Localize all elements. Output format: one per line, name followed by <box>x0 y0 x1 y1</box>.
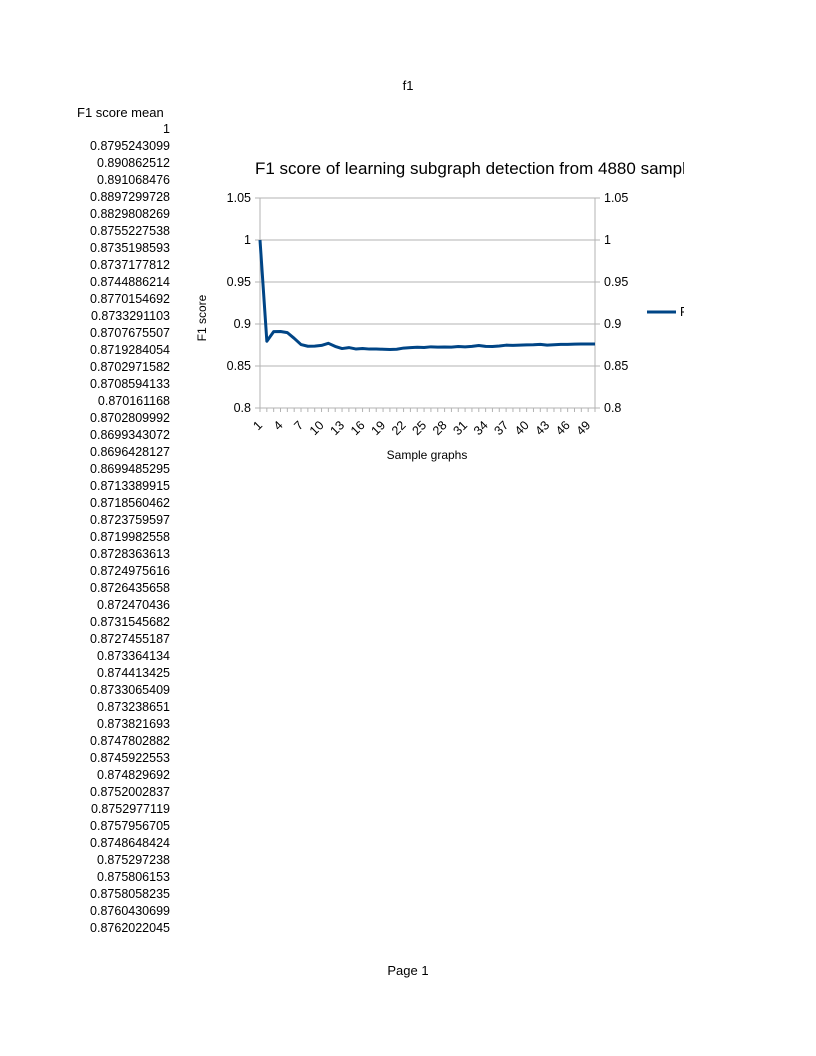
value-cell: 0.890862512 <box>97 156 170 170</box>
value-cell: 0.8726435658 <box>90 581 170 595</box>
x-axis-label: Sample graphs <box>387 448 468 462</box>
value-cell: 0.8718560462 <box>90 496 170 510</box>
y-tick-label-right: 1.05 <box>604 191 628 205</box>
value-cell: 0.8719284054 <box>90 343 170 357</box>
value-cell: 0.8745922553 <box>90 751 170 765</box>
value-cell: 0.8699343072 <box>90 428 170 442</box>
value-cell: 0.874413425 <box>97 666 170 680</box>
x-tick-label: 40 <box>512 418 532 438</box>
value-cell: 0.8748648424 <box>90 836 170 850</box>
value-cell: 0.873821693 <box>97 717 170 731</box>
y-axis-label: F1 score <box>195 294 209 341</box>
y-tick-label: 0.8 <box>234 401 251 415</box>
x-tick-label: 31 <box>450 418 470 438</box>
values-column: 1 0.8795243099 0.890862512 0.891068476 0.889… <box>60 121 170 937</box>
y-tick-label: 0.85 <box>227 359 251 373</box>
value-cell: 0.8829808269 <box>90 207 170 221</box>
value-cell: 0.8760430699 <box>90 904 170 918</box>
value-cell: 0.8733291103 <box>90 309 170 323</box>
legend-label: F <box>680 305 684 319</box>
value-cell: 0.874829692 <box>97 768 170 782</box>
y-tick-label-right: 1 <box>604 233 611 247</box>
y-tick-label-right: 0.95 <box>604 275 628 289</box>
value-cell: 0.8733065409 <box>90 683 170 697</box>
x-tick-label: 19 <box>368 418 388 438</box>
x-tick-label: 37 <box>492 418 512 438</box>
value-cell: 0.8702809992 <box>90 411 170 425</box>
y-tick-label-right: 0.85 <box>604 359 628 373</box>
value-cell: 0.8744886214 <box>90 275 170 289</box>
value-cell: 0.872470436 <box>97 598 170 612</box>
value-cell: 0.870161168 <box>97 394 170 408</box>
y-tick-label: 1.05 <box>227 191 251 205</box>
line-chart: F1 score of learning subgraph detection … <box>195 159 684 462</box>
value-cell: 0.873238651 <box>97 700 170 714</box>
x-tick-label: 28 <box>430 418 450 438</box>
value-cell: 0.8758058235 <box>90 887 170 901</box>
value-cell: 0.8708594133 <box>90 377 170 391</box>
value-cell: 0.8737177812 <box>90 258 170 272</box>
page-header: f1 <box>402 78 414 93</box>
chart-title: F1 score of learning subgraph detection … <box>255 159 684 178</box>
y-tick-label: 1 <box>244 233 251 247</box>
value-cell: 0.8735198593 <box>90 241 170 255</box>
y-axis-left-ticks: 0.8 0.85 0.9 0.95 1 1.05 <box>227 191 260 415</box>
y-axis-right-ticks: 0.8 0.85 0.9 0.95 1 1.05 <box>595 191 628 415</box>
page-footer: Page 1 <box>387 963 429 978</box>
value-cell: 0.8795243099 <box>90 139 170 153</box>
x-tick-label: 7 <box>291 418 306 433</box>
value-cell: 0.8770154692 <box>90 292 170 306</box>
x-axis-ticks: 1 4 7 10 13 16 19 22 25 28 31 34 37 40 43 46 49 <box>250 408 596 438</box>
x-tick-label: 25 <box>409 418 429 438</box>
x-tick-label: 49 <box>574 418 594 438</box>
value-cell: 0.8728363613 <box>90 547 170 561</box>
x-tick-label: 34 <box>471 418 491 438</box>
value-cell: 0.8723759597 <box>90 513 170 527</box>
x-tick-label: 10 <box>307 418 327 438</box>
value-cell: 0.8731545682 <box>90 615 170 629</box>
x-tick-label: 22 <box>389 418 409 438</box>
value-cell: 0.8713389915 <box>90 479 170 493</box>
value-cell: 0.8752002837 <box>90 785 170 799</box>
series-line <box>258 239 595 351</box>
series <box>258 239 595 351</box>
y-tick-label-right: 0.8 <box>604 401 621 415</box>
column-header: F1 score mean <box>77 105 164 120</box>
x-tick-label: 16 <box>348 418 368 438</box>
value-cell: 0.8762022045 <box>90 921 170 935</box>
value-cell: 0.8747802882 <box>90 734 170 748</box>
value-cell: 0.8707675507 <box>90 326 170 340</box>
y-tick-label: 0.95 <box>227 275 251 289</box>
y-tick-label: 0.9 <box>234 317 251 331</box>
x-tick-label: 43 <box>533 418 553 438</box>
value-cell: 1 <box>163 122 170 136</box>
y-tick-label-right: 0.9 <box>604 317 621 331</box>
value-cell: 0.8727455187 <box>90 632 170 646</box>
value-cell: 0.8757956705 <box>90 819 170 833</box>
gridlines <box>260 197 595 409</box>
x-tick-label: 1 <box>250 418 265 433</box>
legend: F <box>647 305 684 319</box>
x-tick-label: 4 <box>271 418 286 433</box>
value-cell: 0.8724975616 <box>90 564 170 578</box>
value-cell: 0.873364134 <box>97 649 170 663</box>
value-cell: 0.891068476 <box>97 173 170 187</box>
chart-container: F1 score of learning subgraph detection … <box>190 148 684 478</box>
value-cell: 0.8897299728 <box>90 190 170 204</box>
value-cell: 0.875297238 <box>97 853 170 867</box>
value-cell: 0.875806153 <box>97 870 170 884</box>
value-cell: 0.8699485295 <box>90 462 170 476</box>
value-cell: 0.8702971582 <box>90 360 170 374</box>
value-cell: 0.8696428127 <box>90 445 170 459</box>
x-tick-label: 46 <box>553 418 573 438</box>
value-cell: 0.8719982558 <box>90 530 170 544</box>
value-cell: 0.8755227538 <box>90 224 170 238</box>
value-cell: 0.8752977119 <box>90 802 170 816</box>
axes <box>259 198 596 409</box>
x-tick-label: 13 <box>327 418 347 438</box>
